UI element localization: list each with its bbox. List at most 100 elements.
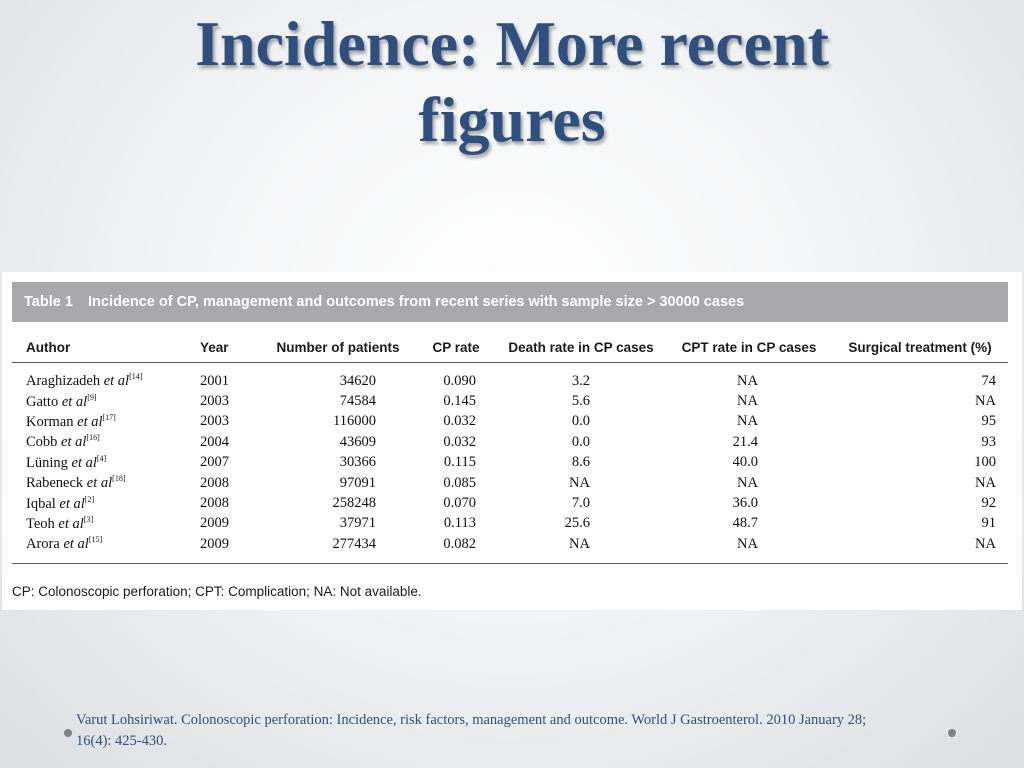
cell-cpt-rate: NA	[737, 474, 758, 491]
cell-surgical-treatment: 93	[981, 433, 997, 450]
cell-year: 2001	[200, 372, 229, 389]
cell-author: Gatto et al[9]	[12, 391, 188, 411]
cell-cpt-rate: NA	[737, 535, 758, 552]
cell-cp-rate: 0.032	[443, 413, 476, 430]
cell-year: 2008	[200, 495, 229, 512]
cell-death-rate: 8.6	[571, 454, 590, 471]
header-death-rate: Death rate in CP cases	[508, 339, 654, 355]
table-row: Rabeneck et al[18] 2008 97091 0.085 NA NA NA	[12, 473, 1008, 493]
author-name: Arora	[26, 536, 60, 553]
bullet-dot-left	[64, 729, 72, 737]
author-reference: [16]	[86, 433, 100, 443]
author-etal: et al	[61, 434, 87, 451]
table-caption-label: Table 1	[24, 294, 73, 310]
cell-number-of-patients: 30366	[339, 454, 376, 471]
author-etal: et al	[59, 495, 85, 512]
table-footnote: CP: Colonoscopic perforation; CPT: Compl…	[12, 584, 422, 599]
header-cpt-rate: CPT rate in CP cases	[681, 339, 817, 355]
author-name: Lüning	[26, 454, 68, 471]
cell-surgical-treatment: 100	[974, 454, 996, 471]
cell-cpt-rate: 40.0	[732, 454, 758, 471]
cell-surgical-treatment: NA	[975, 535, 996, 552]
cell-death-rate: 0.0	[571, 413, 590, 430]
table-caption-text: Incidence of CP, management and outcomes…	[88, 294, 745, 310]
author-etal: et al	[77, 413, 103, 430]
author-etal: et al	[63, 536, 89, 553]
bullet-dot-right	[948, 729, 956, 737]
cell-cpt-rate: NA	[737, 393, 758, 410]
cell-author: Araghizadeh et al[14]	[12, 363, 188, 392]
cell-number-of-patients: 74584	[339, 393, 376, 410]
cell-cpt-rate: 21.4	[732, 433, 758, 450]
table-header-row: Author Year Number of patients CP rate D…	[12, 332, 1008, 363]
cell-year: 2009	[200, 535, 229, 552]
cell-death-rate: 25.6	[564, 515, 590, 532]
author-reference: [18]	[112, 474, 126, 484]
cell-number-of-patients: 97091	[339, 474, 376, 491]
cell-author: Arora et al[15]	[12, 534, 188, 563]
author-etal: et al	[71, 454, 97, 471]
table-row: Araghizadeh et al[14] 2001 34620 0.090 3.2 NA…	[12, 363, 1008, 392]
cell-author: Rabeneck et al[18]	[12, 473, 188, 493]
cell-cpt-rate: NA	[737, 413, 758, 430]
table-row: Korman et al[17] 2003 116000 0.032 0.0 NA 95	[12, 412, 1008, 432]
cell-author: Iqbal et al[2]	[12, 493, 188, 513]
cell-death-rate: 7.0	[571, 495, 590, 512]
incidence-table: Author Year Number of patients CP rate D…	[12, 332, 1008, 564]
cell-number-of-patients: 258248	[332, 495, 377, 512]
header-year: Year	[200, 339, 229, 355]
cell-year: 2004	[200, 433, 229, 450]
cell-number-of-patients: 43609	[339, 433, 376, 450]
author-reference: [4]	[96, 453, 107, 463]
table-image-panel: Table 1 Incidence of CP, management and …	[2, 272, 1022, 610]
cell-cp-rate: 0.032	[443, 433, 476, 450]
author-reference: [3]	[83, 514, 94, 524]
author-name: Iqbal	[26, 495, 56, 512]
cell-number-of-patients: 37971	[339, 515, 376, 532]
author-reference: [15]	[88, 535, 103, 545]
cell-cp-rate: 0.085	[443, 474, 476, 491]
header-cp-rate: CP rate	[432, 339, 480, 355]
table-row: Iqbal et al[2] 2008 258248 0.070 7.0 36.0 92	[12, 493, 1008, 513]
cell-number-of-patients: 116000	[333, 413, 376, 430]
cell-cp-rate: 0.115	[443, 454, 476, 471]
table-row: Gatto et al[9] 2003 74584 0.145 5.6 NA NA	[12, 391, 1008, 411]
table-row: Lüning et al[4] 2007 30366 0.115 8.6 40.0 100	[12, 453, 1008, 473]
table-row: Arora et al[15] 2009 277434 0.082 NA NA NA	[12, 534, 1008, 563]
cell-author: Cobb et al[16]	[12, 432, 188, 452]
citation: Varut Lohsiriwat. Colonoscopic perforati…	[76, 712, 867, 749]
author-name: Gatto	[26, 393, 59, 410]
cell-cp-rate: 0.082	[443, 535, 476, 552]
cell-death-rate: 0.0	[571, 433, 590, 450]
cell-surgical-treatment: 92	[981, 495, 997, 512]
author-etal: et al	[103, 373, 130, 390]
cell-surgical-treatment: NA	[975, 474, 996, 491]
table-body: Araghizadeh et al[14] 2001 34620 0.090 3.2 NA…	[12, 363, 1008, 564]
slide-title-line-2: figures	[418, 84, 606, 155]
cell-cpt-rate: 36.0	[732, 495, 758, 512]
table-row: Teoh et al[3] 2009 37971 0.113 25.6 48.7 91	[12, 514, 1008, 534]
cell-cpt-rate: 48.7	[732, 515, 758, 532]
header-number-of-patients: Number of patients	[276, 339, 400, 355]
cell-year: 2003	[200, 393, 229, 410]
cell-year: 2003	[200, 413, 229, 430]
table-row: Cobb et al[16] 2004 43609 0.032 0.0 21.4 93	[12, 432, 1008, 452]
cell-surgical-treatment: 91	[981, 515, 997, 532]
author-reference: [17]	[102, 412, 116, 422]
author-etal: et al	[58, 515, 84, 532]
cell-cp-rate: 0.113	[443, 515, 476, 532]
cell-death-rate: NA	[569, 535, 590, 552]
author-reference: [2]	[84, 494, 95, 504]
author-name: Cobb	[26, 434, 58, 451]
author-name: Rabeneck	[26, 475, 84, 492]
author-name: Teoh	[26, 515, 55, 532]
cell-death-rate: 5.6	[571, 393, 590, 410]
author-reference: [14]	[129, 372, 143, 382]
author-etal: et al	[86, 475, 113, 492]
header-author: Author	[26, 339, 71, 355]
cell-year: 2008	[200, 474, 229, 491]
cell-author: Lüning et al[4]	[12, 453, 188, 473]
cell-cp-rate: 0.145	[443, 393, 476, 410]
author-name: Korman	[26, 413, 74, 430]
cell-number-of-patients: 34620	[339, 372, 376, 389]
